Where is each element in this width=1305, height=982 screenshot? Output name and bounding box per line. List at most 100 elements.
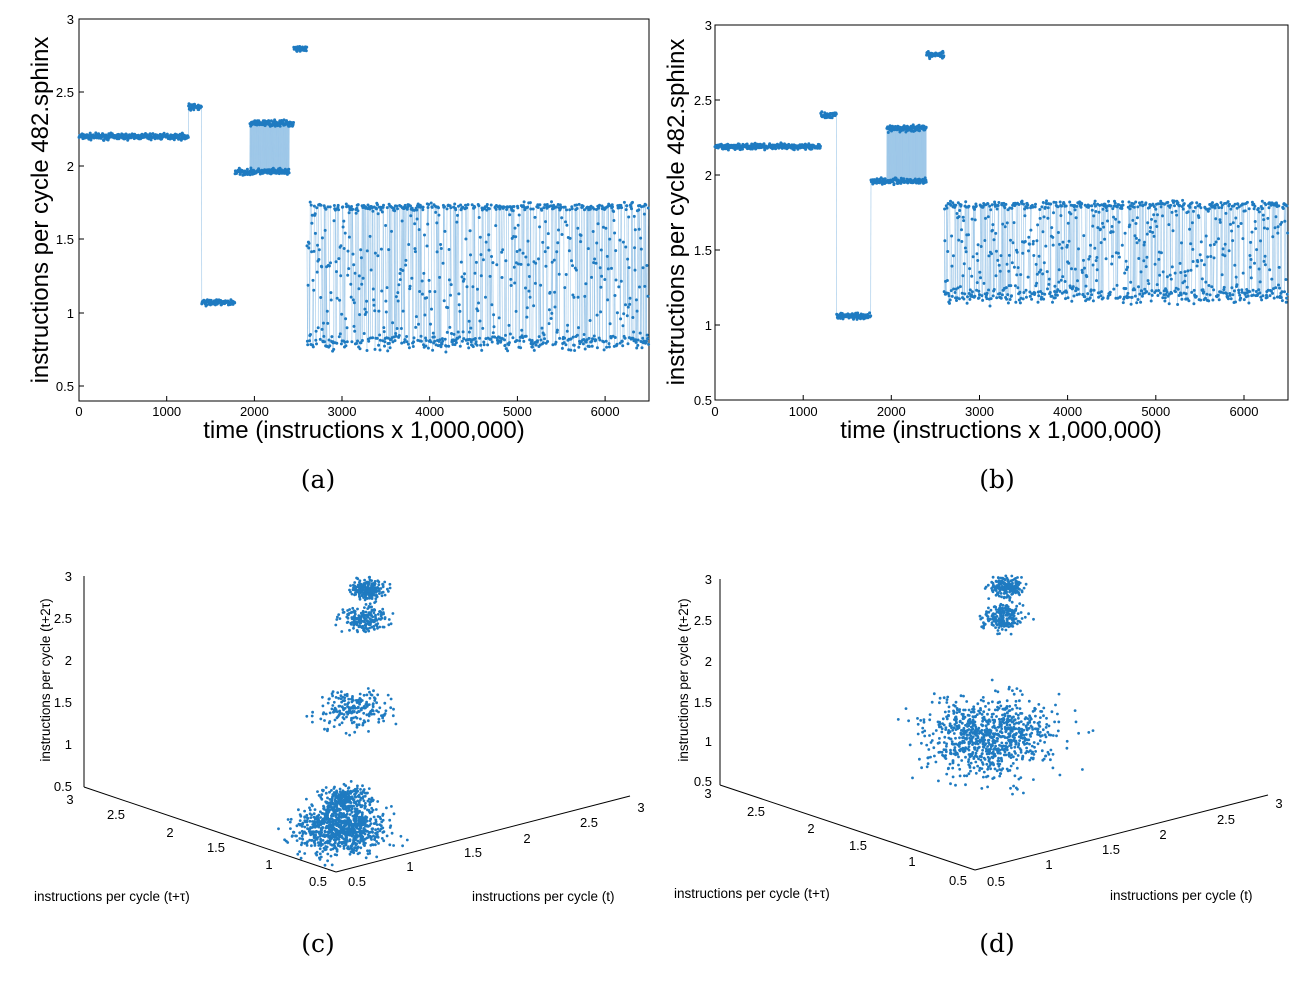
data-point-b (1020, 199, 1024, 203)
data-point-a (524, 334, 528, 338)
data-point-b (948, 301, 951, 305)
data-point-b (1176, 287, 1180, 291)
data-point-b (963, 246, 967, 250)
data-point-a (634, 340, 638, 344)
data-point-a (467, 319, 471, 323)
data-point-b (1158, 291, 1162, 295)
data-point-b (1147, 282, 1151, 286)
data-point-a (435, 250, 439, 254)
data-point-b (1077, 292, 1081, 296)
data-point-b (975, 252, 979, 256)
data-point-a (345, 340, 349, 344)
data-point-b (1157, 257, 1161, 261)
data-point-b (1001, 222, 1005, 226)
data-point-b (1112, 215, 1115, 219)
data-point-a (530, 339, 534, 342)
data-point-a (515, 250, 519, 253)
data-point-a (375, 207, 378, 211)
data-point-b (1145, 290, 1149, 294)
data-point-b (988, 304, 992, 308)
data-point-b (989, 208, 993, 212)
data-point-a (565, 329, 569, 333)
data-point-a (476, 309, 480, 313)
data-point-a (423, 233, 426, 237)
data-point-a (362, 332, 366, 335)
data-point-b (1067, 261, 1071, 265)
data-point-a (600, 274, 604, 278)
data-point-a (581, 204, 585, 208)
data-point-a (402, 340, 406, 344)
data-point-b (1027, 235, 1031, 239)
data-point-a (424, 339, 428, 342)
data-point-b (1023, 214, 1027, 218)
data-point-b (979, 276, 982, 280)
data-point-b (1038, 208, 1042, 211)
data-point-a (519, 346, 523, 350)
data-point-b (1136, 298, 1140, 301)
data-point-b (1192, 209, 1195, 213)
data-point-b (958, 209, 962, 212)
data-point-b (1150, 293, 1154, 297)
data-point-a (346, 249, 350, 253)
data-point-b (968, 267, 972, 271)
data-point-a (369, 268, 373, 272)
data-point-a (412, 340, 416, 344)
data-point-b (1074, 216, 1078, 220)
data-point-a (383, 340, 387, 344)
data-point-b (1121, 200, 1125, 204)
data-point-a (607, 345, 611, 349)
data-point-b (970, 290, 974, 294)
data-point-a (637, 227, 641, 231)
data-point-b (1172, 199, 1176, 203)
data-point-b (1135, 241, 1139, 245)
data-point-a (511, 209, 515, 213)
data-point-b (1167, 302, 1171, 306)
data-point-b (1121, 301, 1125, 305)
data-point-a (564, 343, 568, 347)
data-point-a (583, 347, 587, 351)
data-point-b (1037, 254, 1041, 258)
data-point-b (1067, 239, 1071, 243)
xtick-labels-a: 0 1000 2000 3000 4000 5000 6000 (75, 404, 619, 419)
data-point-a (396, 299, 400, 303)
data-point-b (995, 296, 999, 300)
data-point-b (975, 281, 979, 285)
data-point-b (1152, 213, 1156, 217)
data-point-b (1174, 209, 1178, 213)
data-point-b (1110, 254, 1114, 258)
data-point-a (514, 309, 518, 313)
data-point-b (1100, 290, 1103, 294)
data-point-a (435, 221, 439, 225)
data-point-a (444, 350, 448, 354)
data-point-a (613, 231, 617, 235)
xtick-b-1: 1000 (789, 404, 818, 419)
data-point-b (1092, 288, 1096, 292)
data-point-b (1150, 217, 1153, 221)
data-point-a (398, 278, 402, 282)
data-point-a (575, 203, 579, 207)
data-point-a (507, 341, 511, 345)
data-point-a (626, 342, 630, 346)
data-point-a (547, 308, 551, 312)
data-point-b (1192, 288, 1196, 292)
data-point-a (429, 322, 432, 326)
data-point-b (980, 294, 984, 298)
data-point-a (414, 325, 418, 329)
data-point-b (1088, 255, 1092, 258)
data-point-a (614, 278, 618, 282)
data-point-a (532, 348, 536, 352)
data-point-a (376, 254, 380, 258)
data-point-a (553, 290, 557, 294)
data-point-a (573, 349, 577, 352)
data-point-b (1166, 200, 1170, 204)
data-point-a (419, 334, 423, 338)
data-point-b (962, 219, 966, 223)
data-point-b (1127, 295, 1131, 299)
data-point-b (971, 255, 975, 259)
data-point-b (1073, 267, 1077, 271)
data-point-a (516, 206, 520, 210)
data-point-a (388, 346, 392, 350)
data-point-b (1175, 213, 1179, 217)
data-point-a (563, 336, 566, 340)
data-point-b (1094, 210, 1098, 213)
